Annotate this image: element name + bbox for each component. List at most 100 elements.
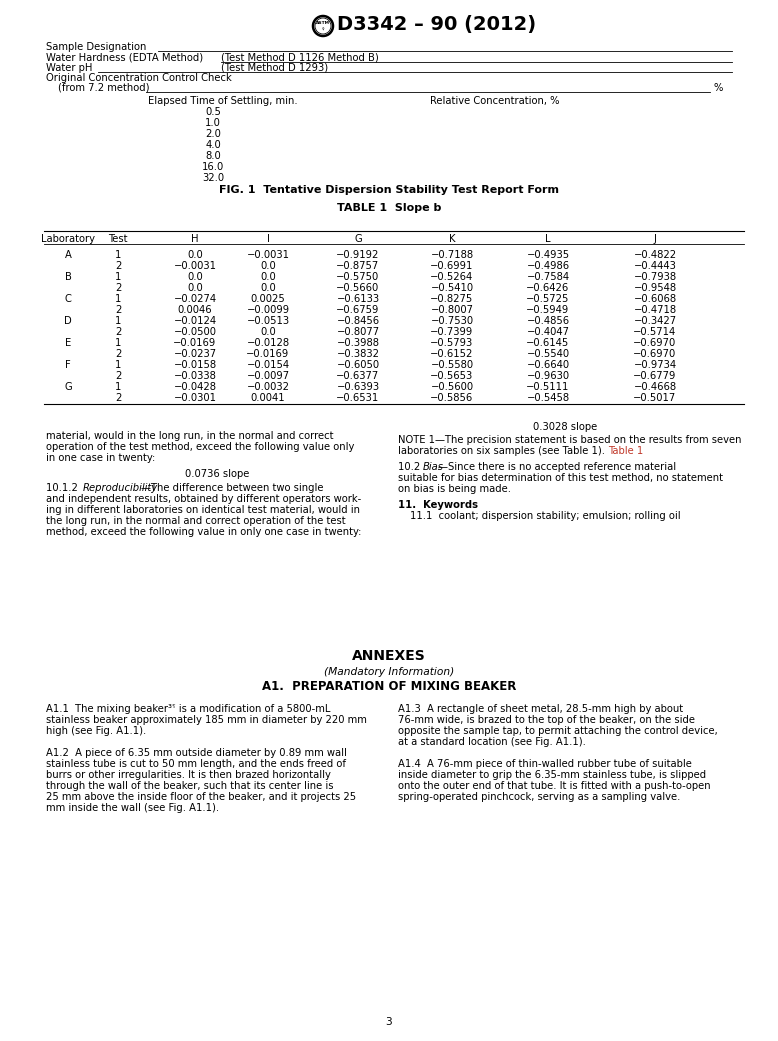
- Text: K: K: [449, 234, 455, 244]
- Text: −0.6426: −0.6426: [527, 283, 569, 293]
- Text: 2: 2: [115, 261, 121, 271]
- Text: −0.5264: −0.5264: [430, 272, 474, 282]
- Text: −0.3427: −0.3427: [633, 316, 677, 326]
- Text: Original Concentration Control Check: Original Concentration Control Check: [46, 73, 232, 83]
- Text: method, exceed the following value in only one case in twenty:: method, exceed the following value in on…: [46, 527, 361, 537]
- Text: onto the outer end of that tube. It is fitted with a push-to-open: onto the outer end of that tube. It is f…: [398, 781, 710, 791]
- Text: 1: 1: [115, 382, 121, 392]
- Text: 0.0041: 0.0041: [251, 393, 286, 403]
- Text: −0.5111: −0.5111: [526, 382, 569, 392]
- Text: −0.5017: −0.5017: [633, 393, 677, 403]
- Text: −0.4856: −0.4856: [527, 316, 569, 326]
- Text: −0.7399: −0.7399: [430, 327, 474, 337]
- Text: 2: 2: [115, 371, 121, 381]
- Text: D: D: [64, 316, 72, 326]
- Text: D3342 – 90 (2012): D3342 – 90 (2012): [337, 15, 536, 34]
- Text: −0.0169: −0.0169: [173, 338, 216, 348]
- Text: Bias: Bias: [423, 462, 444, 472]
- Text: −0.5949: −0.5949: [527, 305, 569, 315]
- Text: on bias is being made.: on bias is being made.: [398, 484, 511, 494]
- Text: and independent results, obtained by different operators work-: and independent results, obtained by dif…: [46, 494, 361, 504]
- Text: 0.0: 0.0: [187, 250, 203, 260]
- Text: −0.0031: −0.0031: [247, 250, 289, 260]
- Text: −0.4718: −0.4718: [633, 305, 677, 315]
- Text: G: G: [354, 234, 362, 244]
- Text: Water Hardness (EDTA Method): Water Hardness (EDTA Method): [46, 53, 203, 64]
- Text: −0.0154: −0.0154: [247, 360, 289, 370]
- Text: 11.1  coolant; dispersion stability; emulsion; rolling oil: 11.1 coolant; dispersion stability; emul…: [410, 511, 681, 520]
- Text: −0.8077: −0.8077: [336, 327, 380, 337]
- Text: −0.9734: −0.9734: [633, 360, 677, 370]
- Text: 2: 2: [115, 393, 121, 403]
- Text: A: A: [65, 250, 72, 260]
- Text: −0.0124: −0.0124: [173, 316, 216, 326]
- Text: −0.7938: −0.7938: [633, 272, 677, 282]
- Text: 2: 2: [115, 283, 121, 293]
- Text: Reproducibility: Reproducibility: [83, 483, 158, 493]
- Text: Laboratory: Laboratory: [41, 234, 95, 244]
- Text: −0.6991: −0.6991: [430, 261, 474, 271]
- Text: Sample Designation: Sample Designation: [46, 42, 146, 52]
- Text: the long run, in the normal and correct operation of the test: the long run, in the normal and correct …: [46, 516, 345, 526]
- Text: −0.0338: −0.0338: [173, 371, 216, 381]
- Text: −0.7188: −0.7188: [430, 250, 474, 260]
- Text: −0.7584: −0.7584: [527, 272, 569, 282]
- Text: 2: 2: [115, 349, 121, 359]
- Text: 16.0: 16.0: [202, 162, 224, 172]
- Text: −0.6640: −0.6640: [527, 360, 569, 370]
- Text: 0.3028 slope: 0.3028 slope: [533, 422, 598, 432]
- Text: 32.0: 32.0: [202, 173, 224, 183]
- Text: −0.5600: −0.5600: [430, 382, 474, 392]
- Text: Water pH: Water pH: [46, 64, 93, 73]
- Text: inside diameter to grip the 6.35-mm stainless tube, is slipped: inside diameter to grip the 6.35-mm stai…: [398, 770, 706, 780]
- Text: −0.6759: −0.6759: [336, 305, 380, 315]
- Text: opposite the sample tap, to permit attaching the control device,: opposite the sample tap, to permit attac…: [398, 726, 718, 736]
- Text: (from 7.2 method): (from 7.2 method): [58, 83, 149, 93]
- Text: −0.0301: −0.0301: [173, 393, 216, 403]
- Text: 1: 1: [115, 316, 121, 326]
- Text: material, would in the long run, in the normal and correct: material, would in the long run, in the …: [46, 431, 334, 441]
- Text: −0.6393: −0.6393: [336, 382, 380, 392]
- Text: −0.3832: −0.3832: [337, 349, 380, 359]
- Text: 0.0: 0.0: [187, 283, 203, 293]
- Text: mm inside the wall (see Fig. A1.1).: mm inside the wall (see Fig. A1.1).: [46, 803, 219, 813]
- Text: −0.5750: −0.5750: [336, 272, 380, 282]
- Text: −0.5714: −0.5714: [633, 327, 677, 337]
- Text: 11.  Keywords: 11. Keywords: [398, 500, 478, 510]
- Text: Relative Concentration, %: Relative Concentration, %: [430, 96, 559, 106]
- Text: −0.6531: −0.6531: [336, 393, 380, 403]
- Text: −0.5793: −0.5793: [430, 338, 474, 348]
- Text: 0.0025: 0.0025: [251, 294, 286, 304]
- Text: −0.9192: −0.9192: [336, 250, 380, 260]
- Text: 76-mm wide, is brazed to the top of the beaker, on the side: 76-mm wide, is brazed to the top of the …: [398, 715, 695, 725]
- Text: −0.0500: −0.0500: [173, 327, 216, 337]
- Text: 3: 3: [386, 1017, 392, 1027]
- Text: (Mandatory Information): (Mandatory Information): [324, 667, 454, 677]
- Text: A1.1  The mixing beaker³ˤ is a modification of a 5800-mL: A1.1 The mixing beaker³ˤ is a modificati…: [46, 704, 331, 714]
- Text: (Test Method D 1126 Method B): (Test Method D 1126 Method B): [221, 53, 379, 64]
- Text: −0.0513: −0.0513: [247, 316, 289, 326]
- Text: 0.0: 0.0: [187, 272, 203, 282]
- Text: −0.6152: −0.6152: [430, 349, 474, 359]
- Text: stainless beaker approximately 185 mm in diameter by 220 mm: stainless beaker approximately 185 mm in…: [46, 715, 367, 725]
- Text: at a standard location (see Fig. A1.1).: at a standard location (see Fig. A1.1).: [398, 737, 586, 747]
- Text: spring-operated pinchcock, serving as a sampling valve.: spring-operated pinchcock, serving as a …: [398, 792, 681, 802]
- Text: J: J: [654, 234, 657, 244]
- Text: −0.5410: −0.5410: [430, 283, 474, 293]
- Text: A1.4  A 76-mm piece of thin-walled rubber tube of suitable: A1.4 A 76-mm piece of thin-walled rubber…: [398, 759, 692, 769]
- Text: −0.5660: −0.5660: [336, 283, 380, 293]
- Text: −0.4047: −0.4047: [527, 327, 569, 337]
- Text: −0.6068: −0.6068: [633, 294, 677, 304]
- Text: stainless tube is cut to 50 mm length, and the ends freed of: stainless tube is cut to 50 mm length, a…: [46, 759, 346, 769]
- Text: −0.0158: −0.0158: [173, 360, 216, 370]
- Text: −0.5540: −0.5540: [527, 349, 569, 359]
- Text: −0.0237: −0.0237: [173, 349, 216, 359]
- Text: ♀: ♀: [321, 26, 324, 30]
- Text: −0.4668: −0.4668: [633, 382, 677, 392]
- Text: in one case in twenty:: in one case in twenty:: [46, 453, 156, 463]
- Text: −0.6970: −0.6970: [633, 338, 677, 348]
- Text: −0.0097: −0.0097: [247, 371, 289, 381]
- Text: F: F: [65, 360, 71, 370]
- Text: 25 mm above the inside floor of the beaker, and it projects 25: 25 mm above the inside floor of the beak…: [46, 792, 356, 802]
- Text: −0.9630: −0.9630: [527, 371, 569, 381]
